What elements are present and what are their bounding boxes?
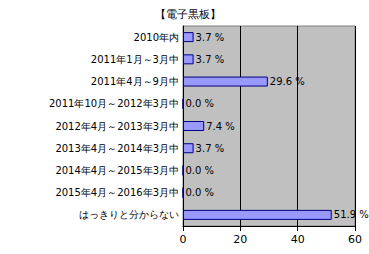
svg-text:3.7 %: 3.7 %: [196, 143, 225, 154]
svg-text:3.7 %: 3.7 %: [196, 32, 225, 43]
svg-text:0.0 %: 0.0 %: [186, 98, 215, 109]
svg-text:2014年4月～2015年3月中: 2014年4月～2015年3月中: [55, 165, 179, 176]
svg-text:0.0 %: 0.0 %: [186, 187, 215, 198]
svg-text:0: 0: [180, 233, 187, 246]
svg-text:51.9 %: 51.9 %: [334, 209, 369, 220]
svg-text:3.7 %: 3.7 %: [196, 54, 225, 65]
svg-text:2013年4月～2014年3月中: 2013年4月～2014年3月中: [55, 143, 179, 154]
svg-text:0.0 %: 0.0 %: [186, 165, 215, 176]
svg-text:7.4 %: 7.4 %: [206, 121, 235, 132]
svg-text:【電子黒板】: 【電子黒板】: [155, 8, 221, 21]
svg-text:はっきりと分からない: はっきりと分からない: [79, 209, 179, 220]
svg-text:2010年内: 2010年内: [134, 32, 179, 43]
svg-text:2015年4月～2016年3月中: 2015年4月～2016年3月中: [55, 187, 179, 198]
svg-text:2012年4月～2013年3月中: 2012年4月～2013年3月中: [55, 121, 179, 132]
svg-text:60: 60: [348, 233, 362, 246]
svg-text:2011年1月～3月中: 2011年1月～3月中: [91, 54, 179, 65]
svg-text:40: 40: [291, 233, 305, 246]
svg-text:29.6 %: 29.6 %: [270, 76, 305, 87]
svg-text:20: 20: [233, 233, 247, 246]
svg-text:2011年4月～9月中: 2011年4月～9月中: [91, 76, 179, 87]
svg-text:2011年10月～2012年3月中: 2011年10月～2012年3月中: [49, 98, 179, 109]
